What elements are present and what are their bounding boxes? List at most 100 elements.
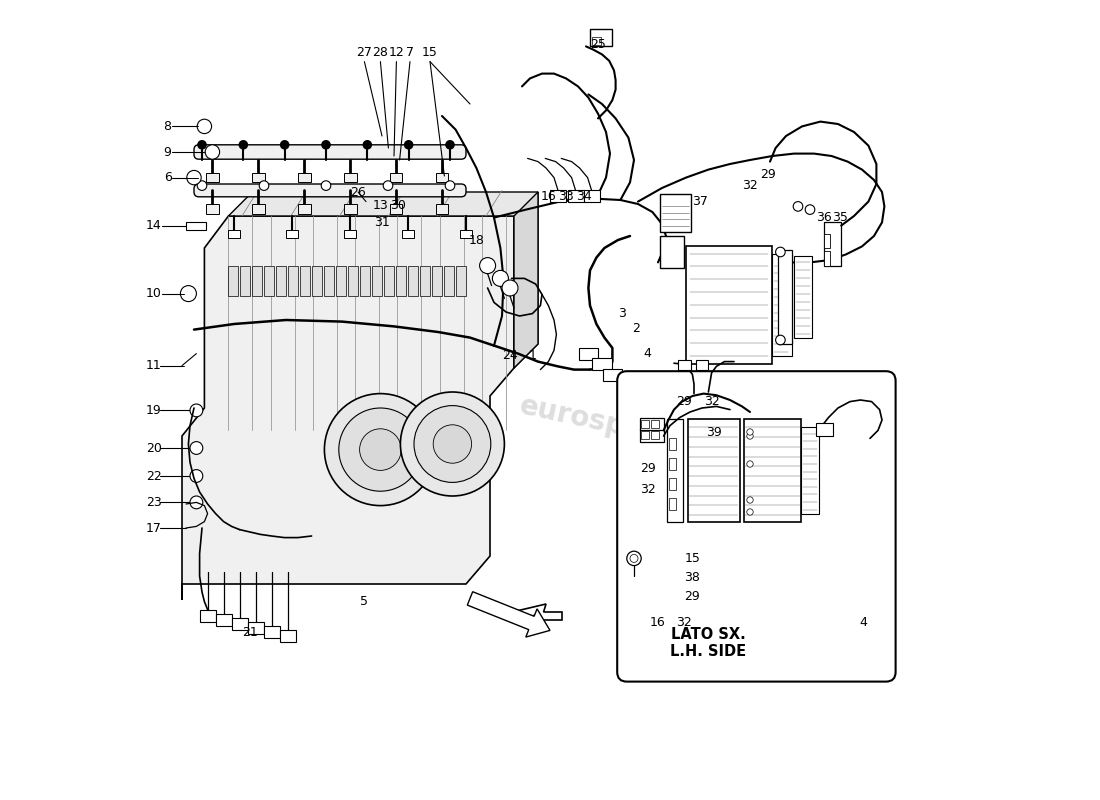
Text: LATO SX.
L.H. SIDE: LATO SX. L.H. SIDE [670, 627, 747, 659]
Text: 13: 13 [373, 199, 388, 212]
Bar [639, 429, 663, 442]
Text: 33: 33 [558, 190, 574, 202]
Bar [815, 423, 833, 436]
Text: 31: 31 [374, 216, 389, 229]
Bar [216, 614, 232, 626]
Circle shape [776, 247, 785, 257]
Text: 29: 29 [676, 395, 692, 408]
Text: 21: 21 [242, 626, 257, 638]
Bar [641, 420, 649, 428]
Bar [384, 266, 394, 296]
Bar [389, 204, 403, 214]
Circle shape [404, 140, 414, 150]
Bar [641, 431, 649, 439]
Circle shape [180, 286, 197, 302]
Circle shape [190, 442, 202, 454]
Bar [669, 478, 675, 490]
Bar [678, 360, 691, 370]
Circle shape [627, 551, 641, 566]
Text: eurospares: eurospares [517, 392, 695, 456]
Text: 32: 32 [676, 616, 692, 629]
Text: 12: 12 [388, 46, 405, 58]
Bar [396, 266, 406, 296]
Circle shape [630, 554, 638, 562]
Text: 23: 23 [146, 496, 162, 509]
Text: 36: 36 [816, 211, 833, 224]
Text: 27: 27 [356, 46, 372, 58]
Text: 16: 16 [650, 616, 666, 629]
Text: 11: 11 [146, 359, 162, 372]
Bar [276, 266, 286, 296]
Text: 29: 29 [760, 168, 775, 181]
Bar [660, 236, 684, 268]
Bar [660, 194, 691, 232]
Circle shape [793, 202, 803, 211]
Bar [824, 234, 830, 248]
Text: 37: 37 [693, 195, 708, 208]
Text: 38: 38 [684, 571, 701, 584]
FancyBboxPatch shape [617, 371, 895, 682]
Bar [801, 427, 818, 514]
Circle shape [433, 425, 472, 463]
Circle shape [187, 170, 201, 185]
Text: 34: 34 [575, 190, 592, 202]
Bar [206, 204, 219, 214]
Circle shape [197, 140, 207, 150]
Circle shape [190, 470, 202, 482]
Bar [603, 369, 622, 381]
Bar [639, 418, 663, 430]
Circle shape [239, 140, 249, 150]
Text: 4: 4 [644, 347, 651, 360]
Text: 35: 35 [832, 211, 847, 224]
Polygon shape [502, 604, 562, 628]
Circle shape [446, 140, 454, 150]
Circle shape [197, 181, 207, 190]
Bar [592, 37, 602, 45]
Text: 22: 22 [146, 470, 162, 482]
Text: 5: 5 [361, 595, 368, 608]
Bar [824, 222, 842, 266]
Bar [349, 266, 358, 296]
Text: eurospares: eurospares [238, 392, 415, 456]
Circle shape [414, 406, 491, 482]
Text: 2: 2 [632, 322, 640, 334]
Text: 19: 19 [146, 404, 162, 417]
Bar [298, 173, 310, 182]
Text: 17: 17 [146, 522, 162, 534]
FancyBboxPatch shape [194, 145, 466, 159]
Bar [667, 419, 683, 522]
Bar [590, 29, 613, 46]
Bar [651, 431, 659, 439]
Circle shape [383, 181, 393, 190]
Text: 18: 18 [469, 234, 484, 246]
Circle shape [321, 181, 331, 190]
Text: 4: 4 [860, 616, 868, 629]
Text: 8: 8 [164, 120, 172, 133]
Circle shape [190, 404, 202, 417]
Text: 15: 15 [684, 552, 701, 565]
Text: 1: 1 [528, 350, 537, 362]
Text: 6: 6 [164, 171, 172, 184]
FancyBboxPatch shape [194, 184, 466, 197]
Bar [229, 230, 240, 238]
Text: 20: 20 [146, 442, 162, 454]
Circle shape [279, 140, 289, 150]
Bar [288, 266, 298, 296]
Bar [408, 266, 418, 296]
Text: 30: 30 [390, 199, 406, 212]
Bar [241, 266, 250, 296]
Text: 14: 14 [146, 219, 162, 232]
Circle shape [321, 140, 331, 150]
Text: 25: 25 [590, 38, 606, 50]
Circle shape [339, 408, 422, 491]
Circle shape [747, 497, 754, 503]
Text: 32: 32 [704, 395, 719, 408]
Bar [436, 173, 449, 182]
Text: 7: 7 [406, 46, 414, 58]
Polygon shape [514, 192, 538, 368]
Polygon shape [229, 192, 538, 368]
Circle shape [502, 280, 518, 296]
Bar [186, 222, 206, 230]
Bar [344, 173, 356, 182]
Bar [248, 622, 264, 634]
